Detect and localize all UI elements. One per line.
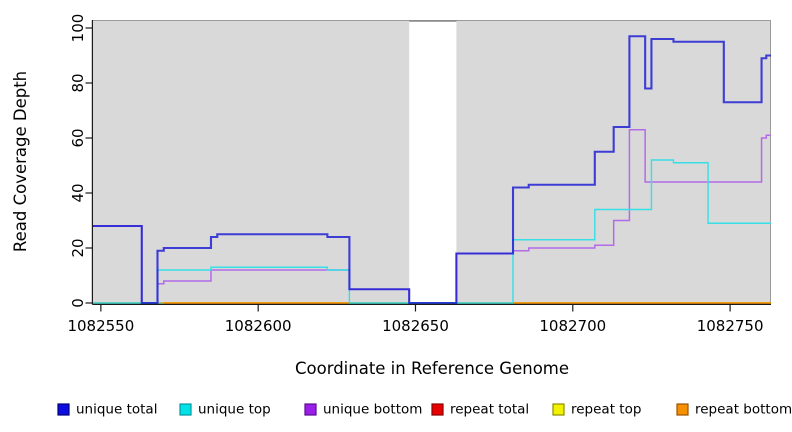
legend-label: unique top xyxy=(198,402,271,418)
x-axis-title: Coordinate in Reference Genome xyxy=(295,359,569,378)
legend-swatch-repeat-total xyxy=(431,403,444,416)
legend-swatch-repeat-top xyxy=(552,403,565,416)
legend-label: repeat total xyxy=(450,402,529,418)
y-axis-title: Read Coverage Depth xyxy=(11,71,30,252)
legend-swatch-unique-top xyxy=(179,403,192,416)
y-axis-tick-label: 80 xyxy=(69,73,87,92)
legend-item-repeat-total: repeat total xyxy=(431,402,529,418)
series-unique-top-line xyxy=(93,159,771,304)
legend-item-unique-top: unique top xyxy=(179,402,271,418)
y-axis-tick-label: 100 xyxy=(69,14,87,43)
legend-label: repeat bottom xyxy=(695,402,792,418)
y-axis-tick-label: 20 xyxy=(69,238,87,257)
y-axis-tick-label: 40 xyxy=(69,183,87,202)
legend-item-unique-bottom: unique bottom xyxy=(304,402,422,418)
legend-item-repeat-bottom: repeat bottom xyxy=(676,402,792,418)
legend-label: unique bottom xyxy=(323,402,422,418)
x-axis-tick-label: 1082550 xyxy=(67,317,134,335)
x-axis-tick-label: 1082650 xyxy=(382,317,449,335)
x-axis-tick-label: 1082750 xyxy=(697,317,764,335)
y-axis-tick-label: 60 xyxy=(69,128,87,147)
legend-item-repeat-top: repeat top xyxy=(552,402,641,418)
x-axis-tick-label: 1082700 xyxy=(539,317,606,335)
series-unique-total-line xyxy=(93,35,771,305)
legend-item-unique-total: unique total xyxy=(57,402,157,418)
legend-label: unique total xyxy=(76,402,157,418)
legend-swatch-unique-total xyxy=(57,403,70,416)
legend-swatch-unique-bottom xyxy=(304,403,317,416)
x-axis-tick-label: 1082600 xyxy=(225,317,292,335)
legend-label: repeat top xyxy=(571,402,641,418)
y-axis-tick-label: 0 xyxy=(69,298,87,308)
legend-swatch-repeat-bottom xyxy=(676,403,689,416)
coverage-gap-mask xyxy=(409,21,457,304)
